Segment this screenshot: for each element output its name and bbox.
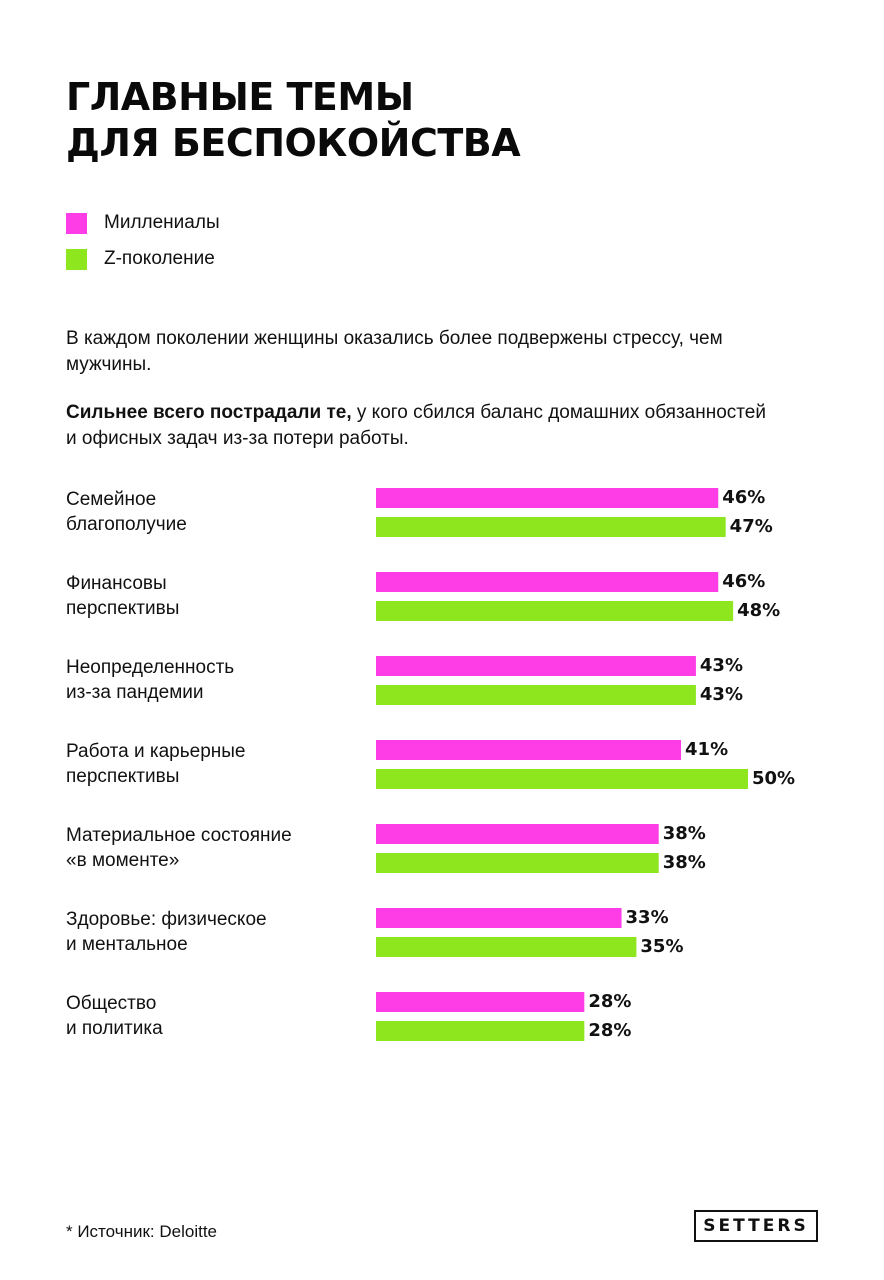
bar-gen-z — [376, 685, 696, 705]
category-label: Работа и карьерные — [66, 741, 245, 762]
bar-millennials — [376, 488, 719, 508]
category-label: перспективы — [66, 766, 179, 787]
value-label-millennials: 33% — [626, 907, 669, 928]
value-label-gen-z: 50% — [752, 768, 795, 789]
category-label: и ментальное — [66, 934, 188, 955]
category-label: благополучие — [66, 514, 187, 535]
intro-paragraph-2-rest: у кого сбился баланс домашних обязанност… — [66, 402, 766, 449]
bar-gen-z — [376, 1021, 585, 1041]
source-footnote: * Источник: Deloitte — [66, 1222, 217, 1241]
category-label: Здоровье: физическое — [66, 909, 267, 930]
bar-gen-z — [376, 937, 637, 957]
category-label: Общество — [66, 993, 156, 1014]
intro-text: В каждом поколении женщины оказались бол… — [66, 326, 766, 474]
bar-gen-z — [376, 769, 748, 789]
legend-swatch-millennials — [66, 212, 87, 234]
legend-item-millennials: Миллениалы — [66, 212, 220, 234]
intro-paragraph-2-bold: Сильнее всего пострадали те, — [66, 402, 352, 423]
value-label-millennials: 46% — [722, 487, 765, 508]
bar-gen-z — [376, 601, 734, 621]
category-label: из-за пандемии — [66, 682, 204, 703]
value-label-gen-z: 28% — [588, 1020, 631, 1041]
category-label: Финансовы — [66, 573, 167, 594]
title-line-2: ДЛЯ БЕСПОКОЙСТВА — [66, 121, 521, 165]
bar-millennials — [376, 740, 682, 760]
category-label: Неопределенность — [66, 657, 234, 678]
value-label-gen-z: 47% — [730, 516, 773, 537]
bar-millennials — [376, 908, 622, 928]
bar-millennials — [376, 656, 696, 676]
bar-gen-z — [376, 853, 659, 873]
legend-label-gen-z: Z-поколение — [104, 248, 215, 269]
bar-millennials — [376, 572, 719, 592]
setters-logo: SETTERS — [694, 1210, 818, 1242]
category-label: и политика — [66, 1018, 163, 1039]
category-label: Материальное состояние — [66, 825, 292, 846]
page-title: ГЛАВНЫЕ ТЕМЫ ДЛЯ БЕСПОКОЙСТВА — [66, 74, 521, 166]
bar-gen-z — [376, 517, 726, 537]
category-label: перспективы — [66, 598, 179, 619]
category-label: «в моменте» — [66, 850, 179, 871]
bar-millennials — [376, 992, 585, 1012]
value-label-millennials: 28% — [588, 991, 631, 1012]
legend-item-gen-z: Z-поколение — [66, 248, 220, 270]
value-label-gen-z: 48% — [737, 600, 780, 621]
value-label-millennials: 41% — [685, 739, 728, 760]
bar-chart: Семейное благополучие 46% 47% Финансовы персп… — [66, 487, 795, 1041]
intro-paragraph-2: Сильнее всего пострадали те, у кого сбил… — [66, 400, 766, 452]
value-label-gen-z: 38% — [663, 852, 706, 873]
legend-label-millennials: Миллениалы — [104, 212, 220, 233]
chart-legend: Миллениалы Z-поколение — [66, 212, 220, 284]
value-label-millennials: 43% — [700, 655, 743, 676]
value-label-gen-z: 43% — [700, 684, 743, 705]
legend-swatch-gen-z — [66, 248, 87, 270]
category-label: Семейное — [66, 489, 156, 510]
value-label-millennials: 38% — [663, 823, 706, 844]
value-label-millennials: 46% — [722, 571, 765, 592]
intro-paragraph-1: В каждом поколении женщины оказались бол… — [66, 328, 723, 375]
title-line-1: ГЛАВНЫЕ ТЕМЫ — [66, 75, 414, 119]
bar-millennials — [376, 824, 659, 844]
value-label-gen-z: 35% — [640, 936, 683, 957]
